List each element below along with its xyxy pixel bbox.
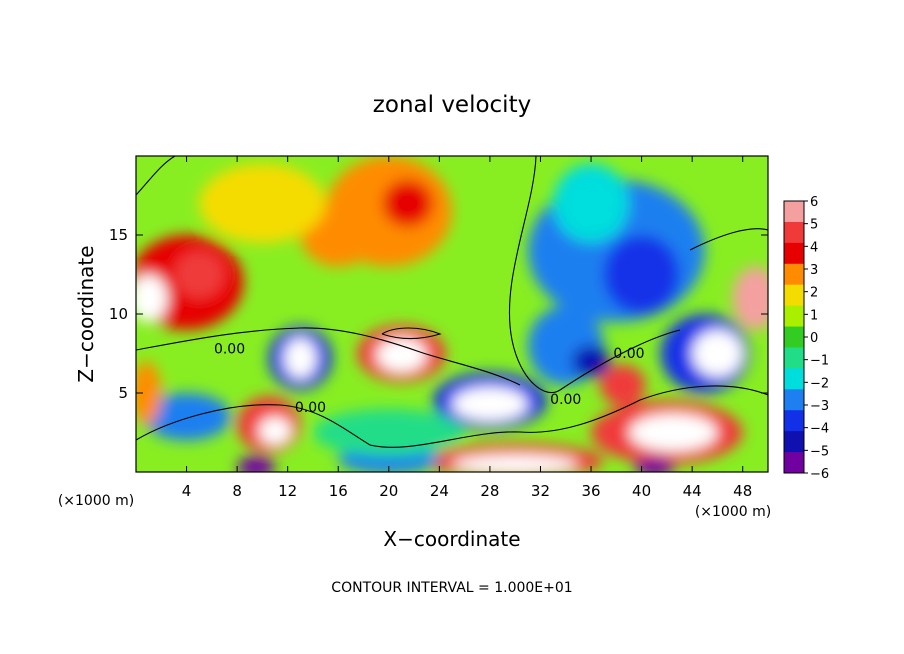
x-axis: 4 8 12 16 20 24 28 32 36 40 44 48	[182, 156, 752, 500]
field-blob	[692, 329, 743, 378]
contour-label: 0.00	[214, 342, 245, 358]
colorbar-label: −5	[810, 444, 829, 459]
plot-area: 0.000.00 0.000.00 4 8 12 16 20 24 28 32 36 40 44 48 …	[109, 155, 769, 500]
y-tick-label: 5	[118, 384, 128, 402]
x-unit-right: (×1000 m)	[695, 504, 771, 520]
colorbar-swatch	[784, 326, 804, 348]
colorbar-swatch	[784, 201, 804, 223]
field-blob	[142, 393, 231, 441]
colorbar-label: 2	[810, 286, 818, 301]
colorbar-swatch	[784, 389, 804, 411]
x-unit-left: (×1000 m)	[58, 493, 134, 509]
zero-contour-line	[689, 228, 768, 251]
x-tick-label: 20	[379, 482, 398, 500]
x-tick-label: 44	[683, 482, 702, 500]
x-tick-label: 36	[581, 482, 600, 500]
x-tick-label: 12	[278, 482, 297, 500]
colorbar-label: 6	[810, 195, 818, 210]
contour-label: 0.00	[613, 346, 644, 362]
x-tick-label: 32	[531, 482, 550, 500]
y-tick-label: 10	[109, 305, 128, 323]
field-blob	[312, 408, 465, 457]
colorbar-legend: 6 5 4 3 2 1 0 −1 −2 −3 −4 −5 −6	[783, 195, 829, 482]
chart-title: zonal velocity	[373, 92, 531, 118]
contour-label: 0.00	[295, 400, 326, 416]
colorbar-label: −4	[810, 422, 829, 437]
field-blob	[603, 235, 680, 314]
colorbar-label: −2	[810, 376, 829, 391]
colorbar-label: 1	[810, 308, 818, 323]
field-blob	[199, 163, 326, 243]
field-blob	[136, 361, 162, 425]
field-blob	[628, 413, 718, 452]
field-blob	[376, 337, 427, 373]
colorbar-swatch	[784, 410, 804, 432]
field-blob	[283, 337, 317, 379]
colorbar-label: −6	[810, 467, 829, 482]
x-tick-label: 40	[632, 482, 651, 500]
velocity-field	[136, 156, 768, 472]
colorbar-swatch	[784, 368, 804, 390]
zero-contour-line	[136, 385, 768, 448]
x-tick-label: 4	[182, 482, 192, 500]
colorbar-swatch	[784, 347, 804, 369]
colorbar-label: 3	[810, 263, 818, 278]
colorbar-swatch	[784, 452, 804, 474]
colorbar-label: 4	[810, 240, 818, 255]
field-blob	[452, 386, 528, 422]
colorbar-swatch	[784, 431, 804, 453]
field-blob	[382, 179, 434, 228]
x-tick-label: 48	[733, 482, 752, 500]
field-blob	[572, 345, 610, 378]
colorbar-label: −3	[810, 399, 829, 414]
field-blob	[553, 163, 629, 243]
colorbar-label: 0	[810, 331, 818, 346]
contour-interval-note: CONTOUR INTERVAL = 1.000E+01	[331, 580, 572, 596]
colorbar-label: −1	[810, 354, 829, 369]
x-tick-label: 8	[232, 482, 242, 500]
y-axis: 5 10 15	[109, 226, 768, 402]
zero-contour-line	[508, 156, 681, 394]
x-axis-label: X−coordinate	[383, 527, 520, 551]
zero-contour-line	[381, 327, 442, 340]
x-tick-label: 16	[329, 482, 348, 500]
contour-label: 0.00	[550, 392, 581, 408]
zero-contour-line	[136, 156, 176, 196]
contour-labels: 0.00 0.00 0.00 0.00	[214, 342, 645, 416]
field-blob	[258, 416, 292, 446]
field-blob	[732, 266, 768, 330]
y-tick-label: 15	[109, 226, 128, 244]
colorbar-label: 5	[810, 218, 818, 233]
colorbar-swatch	[784, 221, 804, 244]
field-blob	[452, 454, 579, 472]
zero-contour-line	[136, 327, 521, 386]
field-blob	[237, 456, 276, 472]
colorbar-swatch	[784, 263, 804, 286]
colorbar-swatch	[784, 284, 804, 307]
x-tick-label: 28	[480, 482, 499, 500]
x-tick-label: 24	[430, 482, 449, 500]
y-axis-label: Z−coordinate	[74, 245, 98, 382]
colorbar-swatch	[784, 242, 804, 265]
colorbar-swatch	[784, 305, 804, 328]
field-blob	[173, 250, 225, 299]
field-blob	[634, 457, 675, 472]
zero-contours	[136, 156, 768, 448]
field-blob	[136, 274, 168, 322]
field-blob	[599, 364, 646, 406]
